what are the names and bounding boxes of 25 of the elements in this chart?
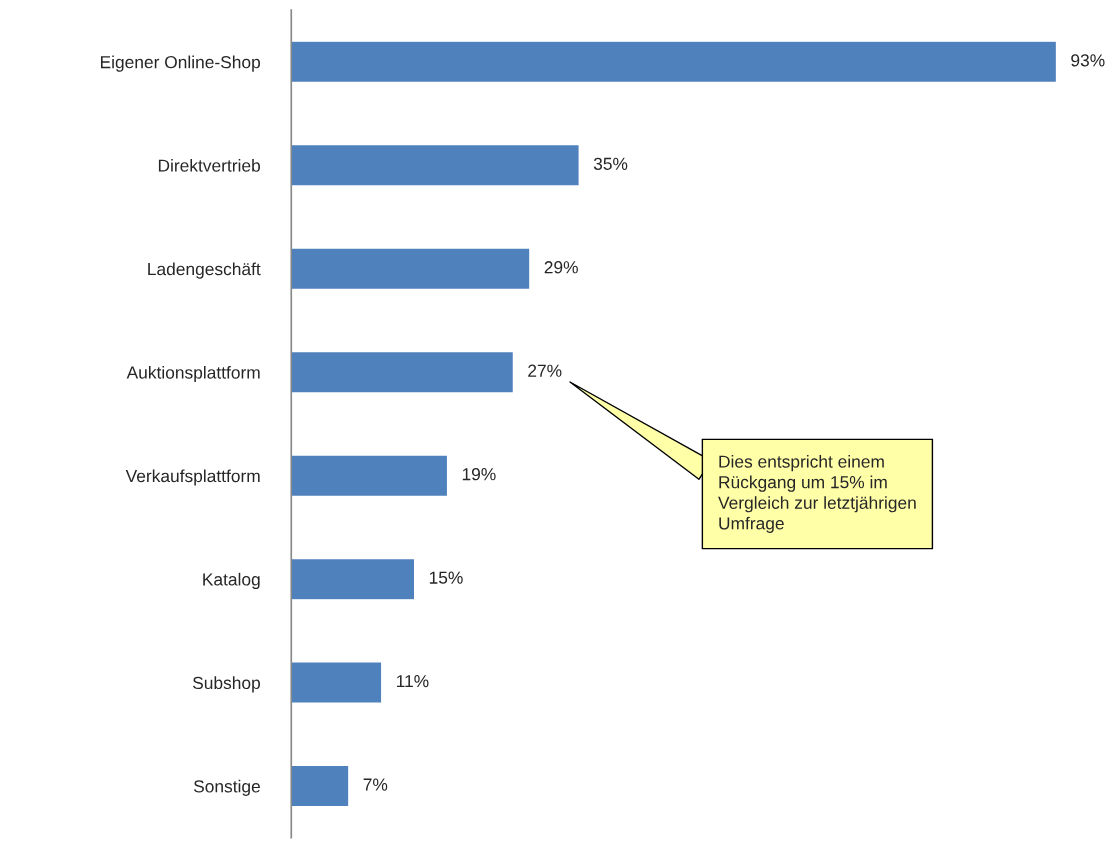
bar [291,350,515,394]
y-tick-label: Eigener Online-Shop [100,55,260,72]
data-label: 27% [528,364,562,377]
data-label: 35% [593,157,628,170]
y-tick-label: Katalog [203,572,260,590]
y-tick-label: Ladengeschäft [148,262,261,279]
bar [291,143,580,187]
data-label: 93% [1071,54,1105,67]
y-tick-label: Subshop [192,676,260,693]
annotation: Dies entspricht einem Rückgang um 15% im Vergleich zur letztjährigen Umfrage [718,455,916,533]
y-tick-label: Direktvertrieb [158,159,260,172]
bar [291,40,1058,84]
data-label: 7% [363,778,388,791]
data-label: 15% [429,571,463,584]
y-tick-label: Auktionsplattform [126,365,260,383]
bar [291,247,531,291]
y-tick-label: Verkaufsplattform [125,469,260,486]
data-label: 29% [544,261,578,274]
bar [291,454,449,498]
bar [291,764,350,808]
bar [291,557,416,601]
data-label: 11% [397,675,429,688]
bar [291,661,383,704]
y-tick-label: Sonstige [193,779,260,796]
data-label: 19% [462,468,496,481]
